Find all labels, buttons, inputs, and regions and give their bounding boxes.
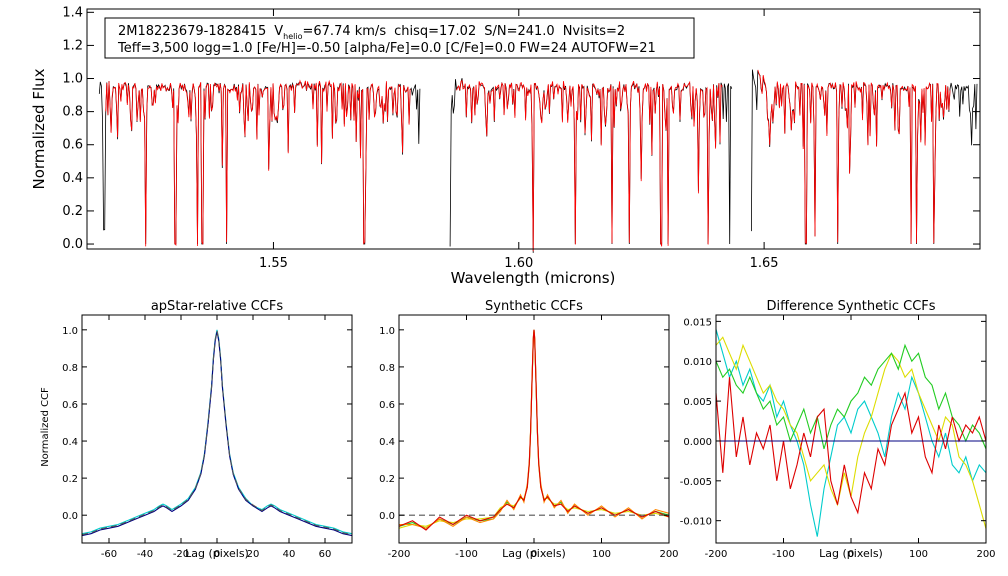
apstar-ccf-x-tick-label: -60	[101, 549, 117, 560]
synthetic-ccf-y-tick-label: 1.0	[379, 326, 395, 337]
apstar-ccf-y-axis-label: Normalized CCF	[40, 387, 51, 467]
spectrum-data-layer	[98, 69, 978, 253]
difference-ccf-x-tick-label: 0	[848, 549, 854, 560]
difference-ccf-y-tick-label: 0.015	[683, 317, 712, 328]
legend-vhelio-label: V	[274, 24, 283, 39]
difference-ccf-x-tick-label: -100	[772, 549, 795, 560]
spectrum-y-axis-label: Normalized Flux	[30, 68, 48, 189]
difference-ccf-y-tick-label: -0.010	[680, 517, 712, 528]
apstar-ccf-x-tick-label: -40	[137, 549, 153, 560]
spectrum-y-tick-label: 1.0	[62, 72, 83, 87]
spectrum-y-tick-label: 0.0	[62, 237, 83, 252]
synthetic-ccf-axes-layer: -200 -100 0 100 200 0.0 0.2 0.4 0.6 0.8 1.0	[379, 315, 679, 560]
difference-ccf-title: Difference Synthetic CCFs	[766, 299, 935, 314]
model-spectrum-chip-2	[456, 79, 723, 252]
apstar-ccf-x-tick-label: 0	[214, 549, 220, 560]
spectrum-x-axis-label: Wavelength (microns)	[451, 269, 616, 287]
spectrum-panel: 1.55 1.60 1.65 0.0 0.2 0.4 0.6 0.8 1.0 1.2 1.4 2M1…	[30, 5, 981, 287]
difference-ccf-x-tick-label: 100	[909, 549, 928, 560]
legend-vhelio-subscript: helio	[283, 32, 302, 41]
apstar-ccf-x-tick-label: 40	[283, 549, 296, 560]
spectrum-y-tick-label: 0.8	[62, 105, 83, 120]
apstar-ccf-x-tick-label: 60	[319, 549, 332, 560]
apstar-ccf-apstar-ccf-combined-line	[81, 330, 353, 536]
difference-ccf-y-tick-label: 0.005	[683, 397, 712, 408]
synthetic-ccf-y-tick-label: 0.6	[379, 400, 395, 411]
difference-ccf-data-layer	[715, 329, 987, 537]
apstar-ccf-x-tick-label: 20	[247, 549, 260, 560]
synthetic-ccf-data-layer	[398, 329, 670, 531]
spectrum-plot-frame	[86, 8, 981, 250]
apstar-ccf-title: apStar-relative CCFs	[151, 299, 284, 314]
difference-ccf-x-axis-label: Lag (pixels)	[819, 547, 883, 560]
spectrum-y-tick-label: 1.2	[62, 38, 83, 53]
difference-ccf-y-tick-label: 0.010	[683, 357, 712, 368]
apstar-ccf-apstar-ccf-visit-1-line	[81, 329, 353, 535]
model-spectrum-chip-1	[105, 79, 411, 247]
legend-line-2: Teff=3,500 logg=1.0 [Fe/H]=-0.50 [alpha/…	[117, 41, 656, 56]
difference-ccf-difference-ccf-green-line	[715, 343, 987, 450]
difference-ccf-y-tick-label: -0.005	[680, 477, 712, 488]
apstar-ccf-panel: apStar-relative CCFs -60 -40 -20 0 20 40 60 0.0…	[40, 299, 353, 560]
apstar-ccf-x-tick-label: -20	[173, 549, 189, 560]
difference-ccf-x-tick-label: 200	[976, 549, 995, 560]
synthetic-ccf-x-tick-label: -200	[388, 549, 411, 560]
synthetic-ccf-y-tick-label: 0.8	[379, 363, 395, 374]
synthetic-ccf-y-tick-label: 0.0	[379, 511, 395, 522]
spectrum-legend-box	[104, 17, 695, 59]
apstar-ccf-y-tick-label: 1.0	[62, 326, 78, 337]
synthetic-ccf-title: Synthetic CCFs	[485, 299, 583, 314]
spectrum-y-tick-label: 1.4	[62, 5, 83, 20]
apstar-ccf-x-axis-label: Lag (pixels)	[185, 547, 249, 560]
apstar-ccf-axes-layer: -60 -40 -20 0 20 40 60 0.0 0.2 0.4 0.6 0.8 1.0	[62, 315, 352, 560]
synthetic-ccf-y-tick-label: 0.2	[379, 474, 395, 485]
synthetic-ccf-x-tick-label: 0	[531, 549, 537, 560]
legend-chisq: chisq=17.02	[394, 24, 476, 39]
spectrum-y-tick-label: 0.2	[62, 204, 83, 219]
difference-ccf-difference-ccf-red-line	[715, 377, 987, 515]
legend-vhelio-value: =67.74 km/s	[303, 24, 387, 39]
synthetic-ccf-y-tick-label: 0.4	[379, 437, 395, 448]
apstar-ccf-y-tick-label: 0.0	[62, 511, 78, 522]
model-spectrum-chip-3	[757, 69, 951, 244]
legend-line-1: 2M18223679-1828415 Vhelio=67.74 km/s chisq…	[118, 24, 625, 41]
legend-star-id: 2M18223679-1828415	[118, 24, 266, 39]
synthetic-ccf-synthetic-ccf-4-line	[398, 329, 670, 531]
synthetic-ccf-panel: Synthetic CCFs -200 -100 0 100 200 0.0 0.2 0.4 0…	[379, 299, 678, 560]
spectrum-y-tick-label: 0.4	[62, 171, 83, 186]
spectrum-y-tick-label: 0.6	[62, 138, 83, 153]
apstar-ccf-y-tick-label: 0.6	[62, 400, 78, 411]
difference-ccf-y-tick-label: 0.000	[683, 437, 712, 448]
difference-ccf-x-tick-label: -200	[705, 549, 728, 560]
difference-ccf-panel: Difference Synthetic CCFs -200 -100 0 100 20…	[680, 299, 996, 560]
spectrum-x-tick-label: 1.60	[504, 256, 533, 271]
spectrum-x-tick-label: 1.55	[259, 256, 288, 271]
difference-ccf-difference-ccf-cyan-line	[715, 329, 987, 537]
legend-nvisits: Nvisits=2	[563, 24, 625, 39]
spectrum-x-tick-label: 1.65	[750, 256, 779, 271]
legend-snr: S/N=241.0	[484, 24, 554, 39]
synthetic-ccf-x-tick-label: 100	[592, 549, 611, 560]
apstar-ccf-y-tick-label: 0.4	[62, 437, 78, 448]
difference-ccf-axes-layer: -200 -100 0 100 200 -0.010 -0.005 0.000 0.005 0.0…	[680, 315, 996, 560]
apstar-ccf-y-tick-label: 0.2	[62, 474, 78, 485]
synthetic-ccf-x-tick-label: 200	[659, 549, 678, 560]
apstar-ccf-data-layer	[81, 329, 353, 537]
spectrum-axes-layer: 1.55 1.60 1.65 0.0 0.2 0.4 0.6 0.8 1.0 1.2 1.4	[62, 5, 980, 271]
synthetic-ccf-x-tick-label: -100	[455, 549, 478, 560]
apstar-ccf-y-tick-label: 0.8	[62, 363, 78, 374]
synthetic-ccf-x-axis-label: Lag (pixels)	[502, 547, 566, 560]
